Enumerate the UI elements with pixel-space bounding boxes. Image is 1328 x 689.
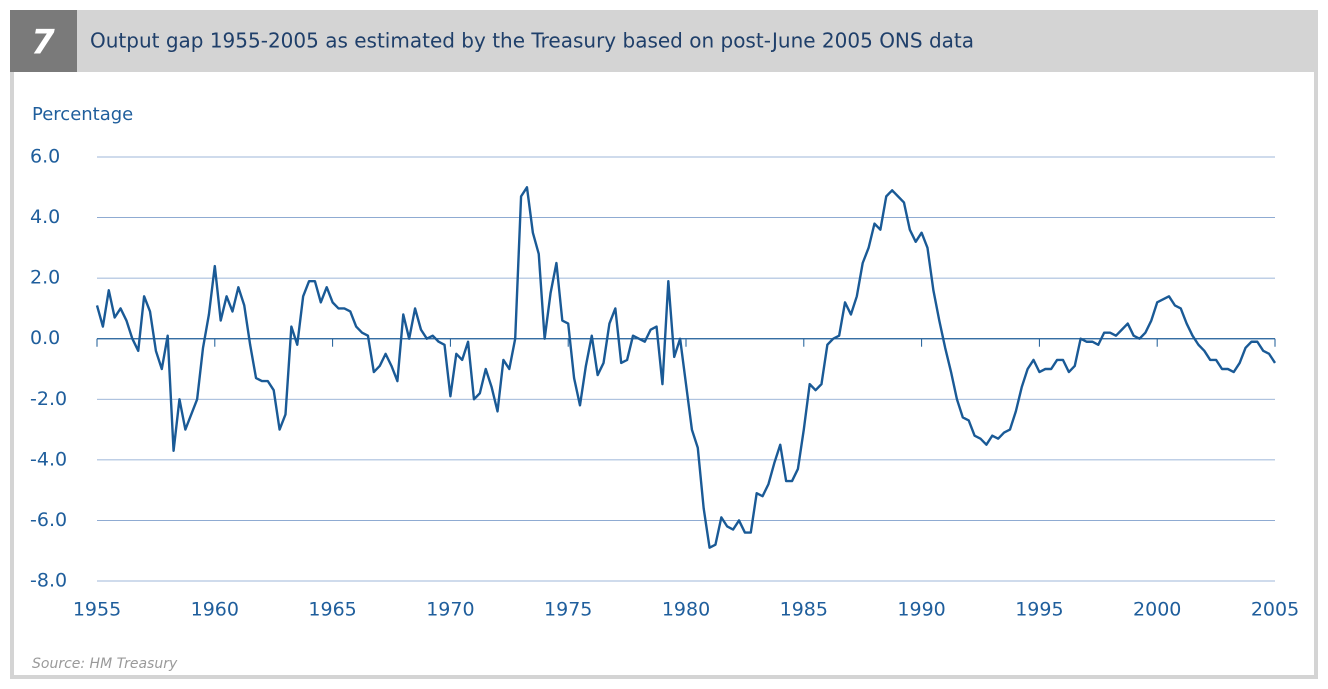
x-tick-label: 1980 bbox=[662, 599, 710, 621]
chart-title: Output gap 1955-2005 as estimated by the… bbox=[90, 29, 974, 53]
x-tick-label: 1990 bbox=[897, 599, 945, 621]
y-tick-label: -6.0 bbox=[30, 509, 67, 531]
badge-box bbox=[10, 10, 77, 72]
x-tick-label: 1965 bbox=[308, 599, 356, 621]
y-tick-label: -4.0 bbox=[30, 448, 67, 470]
y-tick-label: -8.0 bbox=[30, 570, 67, 592]
data-line bbox=[95, 186, 1277, 549]
x-tick-label: 2005 bbox=[1251, 599, 1299, 621]
x-tick-label: 1995 bbox=[1015, 599, 1063, 621]
x-tick-label: 1985 bbox=[780, 599, 828, 621]
x-tick-label: 1975 bbox=[544, 599, 592, 621]
y-tick-label: 6.0 bbox=[30, 146, 60, 168]
badge: 7 bbox=[31, 23, 55, 63]
y-tick-label: -2.0 bbox=[30, 388, 67, 410]
y-tick-label: 4.0 bbox=[30, 206, 60, 228]
x-tick-label: 2000 bbox=[1133, 599, 1181, 621]
x-tick-label: 1955 bbox=[73, 599, 121, 621]
source: Source: HM Treasury bbox=[32, 656, 178, 672]
y-tick-label: 0.0 bbox=[30, 327, 60, 349]
y-axis-label: Percentage bbox=[32, 104, 133, 125]
x-tick-label: 1960 bbox=[191, 599, 239, 621]
y-tick-label: 2.0 bbox=[30, 267, 60, 289]
x-tick-label: 1970 bbox=[426, 599, 474, 621]
